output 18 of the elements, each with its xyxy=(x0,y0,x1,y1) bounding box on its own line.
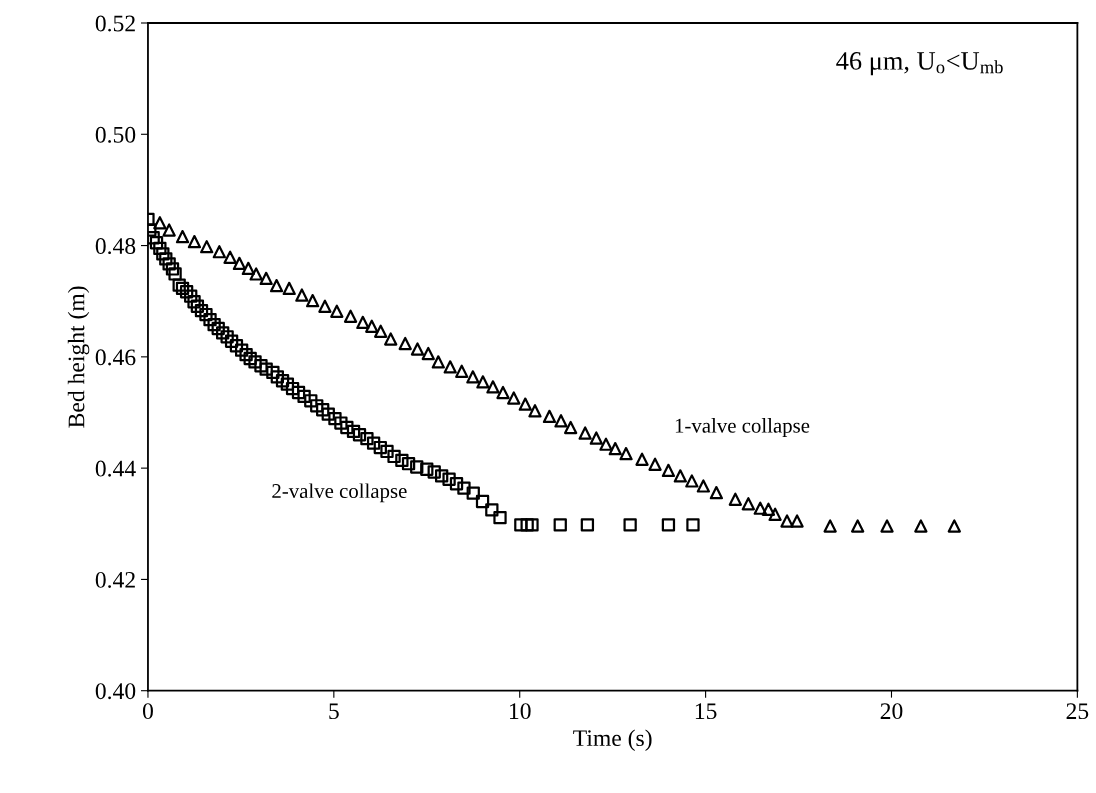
y-tick-label: 0.50 xyxy=(95,126,136,143)
series-label: 1-valve collapse xyxy=(675,418,810,437)
x-tick-label: 20 xyxy=(880,703,903,720)
x-axis-title: Time (s) xyxy=(573,729,652,751)
x-tick-label: 5 xyxy=(329,703,339,720)
x-tick-label: 25 xyxy=(1066,703,1089,720)
y-tick-label: 0.44 xyxy=(95,460,136,477)
annotation: 46 μm, U$_{o}$<U$_{mb}$ xyxy=(836,52,1003,76)
y-axis-title: Bed height (m) xyxy=(67,286,90,428)
x-tick-label: 15 xyxy=(695,703,717,720)
y-tick-label: 0.46 xyxy=(95,349,136,366)
y-tick-label: 0.42 xyxy=(95,571,135,588)
x-tick-label: 0 xyxy=(142,703,153,720)
x-tick-label: 10 xyxy=(509,703,531,720)
series-label: 2-valve collapse xyxy=(272,483,407,503)
y-tick-label: 0.40 xyxy=(95,683,136,700)
y-tick-label: 0.52 xyxy=(95,15,135,32)
y-tick-label: 0.48 xyxy=(95,238,136,255)
